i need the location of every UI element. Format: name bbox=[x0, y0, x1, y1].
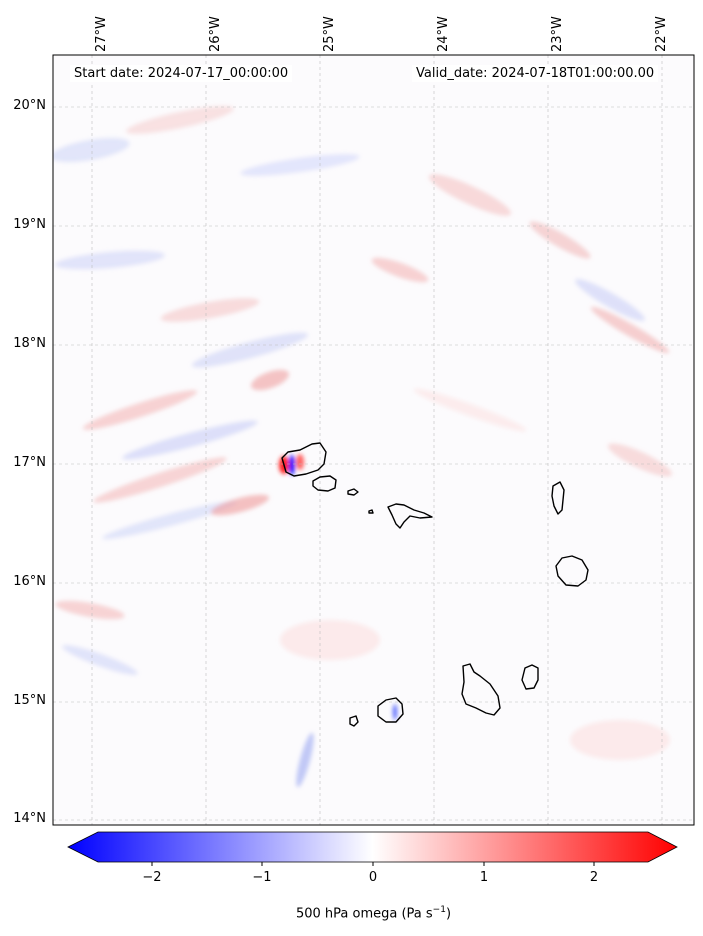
valid-date-label: Valid_date: 2024-07-18T01:00:00.00 bbox=[412, 65, 659, 82]
omega-blob bbox=[608, 443, 672, 477]
omega-blob bbox=[240, 154, 360, 176]
island-sal bbox=[551, 481, 565, 515]
lon-tick-label: 25°W bbox=[322, 16, 337, 52]
colorbar-tick-marks bbox=[151, 862, 595, 866]
omega-field bbox=[53, 106, 672, 788]
island-santa-luzia bbox=[347, 488, 359, 496]
colorbar-tick-label: −1 bbox=[252, 870, 272, 885]
omega-blob bbox=[126, 106, 234, 134]
omega-blob bbox=[122, 420, 258, 460]
omega-blob bbox=[393, 704, 397, 720]
omega-blob bbox=[192, 332, 308, 368]
colorbar-title: 500 hPa omega (Pa s−1) bbox=[0, 905, 703, 921]
start-date-label: Start date: 2024-07-17_00:00:00 bbox=[70, 65, 293, 82]
island-santo-antao bbox=[281, 442, 327, 477]
omega-blob bbox=[296, 732, 314, 788]
colorbar-title-main: 500 hPa omega (Pa s bbox=[295, 906, 433, 922]
lon-tick-label: 27°W bbox=[94, 16, 109, 52]
coastlines bbox=[281, 442, 589, 727]
omega-blob bbox=[82, 390, 198, 430]
island-brava bbox=[349, 715, 359, 727]
omega-blob bbox=[55, 250, 165, 270]
lat-tick-label: 20°N bbox=[13, 98, 46, 113]
map-background bbox=[53, 55, 694, 825]
omega-blob bbox=[429, 174, 511, 216]
lon-tick-label: 26°W bbox=[208, 16, 223, 52]
map-panel bbox=[52, 54, 695, 826]
omega-blob bbox=[62, 645, 138, 675]
omega-blob bbox=[280, 620, 380, 660]
omega-blob bbox=[93, 457, 227, 503]
lon-tick-label: 24°W bbox=[436, 16, 451, 52]
island-sao-nicolau bbox=[368, 503, 433, 529]
colorbar bbox=[67, 831, 678, 866]
omega-blob bbox=[570, 720, 670, 760]
omega-blob bbox=[371, 257, 429, 283]
lat-tick-label: 19°N bbox=[13, 217, 46, 232]
omega-blob bbox=[413, 388, 527, 432]
omega-blob bbox=[210, 494, 270, 516]
omega-blob bbox=[289, 455, 295, 475]
omega-blob bbox=[251, 369, 289, 391]
lon-tick-label: 22°W bbox=[654, 16, 669, 52]
island-sao-vicente bbox=[312, 475, 337, 492]
lat-tick-label: 14°N bbox=[13, 811, 46, 826]
omega-blob bbox=[160, 298, 260, 322]
island-fogo bbox=[377, 697, 404, 723]
map-frame bbox=[52, 54, 695, 826]
colorbar-title-close: ) bbox=[445, 906, 452, 922]
lat-tick-label: 15°N bbox=[13, 693, 46, 708]
lat-tick-label: 17°N bbox=[13, 455, 46, 470]
omega-blob bbox=[102, 500, 238, 540]
omega-blob bbox=[55, 600, 125, 620]
omega-blob bbox=[296, 454, 304, 470]
lon-tick-label: 23°W bbox=[550, 16, 565, 52]
gridlines bbox=[53, 55, 694, 825]
colorbar-body bbox=[68, 832, 677, 862]
omega-blob bbox=[529, 221, 591, 259]
omega-blob bbox=[590, 306, 670, 354]
lat-tick-label: 18°N bbox=[13, 336, 46, 351]
colorbar-title-exponent: −1 bbox=[432, 905, 446, 915]
colorbar-tick-label: 2 bbox=[589, 870, 599, 885]
colorbar-tick-label: 0 bbox=[368, 870, 378, 885]
omega-blob bbox=[575, 279, 645, 321]
colorbar-outline bbox=[67, 831, 678, 863]
island-santiago bbox=[461, 663, 501, 716]
island-maio bbox=[521, 664, 539, 690]
colorbar-tick-label: −2 bbox=[142, 870, 162, 885]
island-boa-vista bbox=[555, 555, 589, 587]
omega-blob bbox=[53, 137, 130, 163]
colorbar-tick-label: 1 bbox=[479, 870, 489, 885]
lat-tick-label: 16°N bbox=[13, 574, 46, 589]
